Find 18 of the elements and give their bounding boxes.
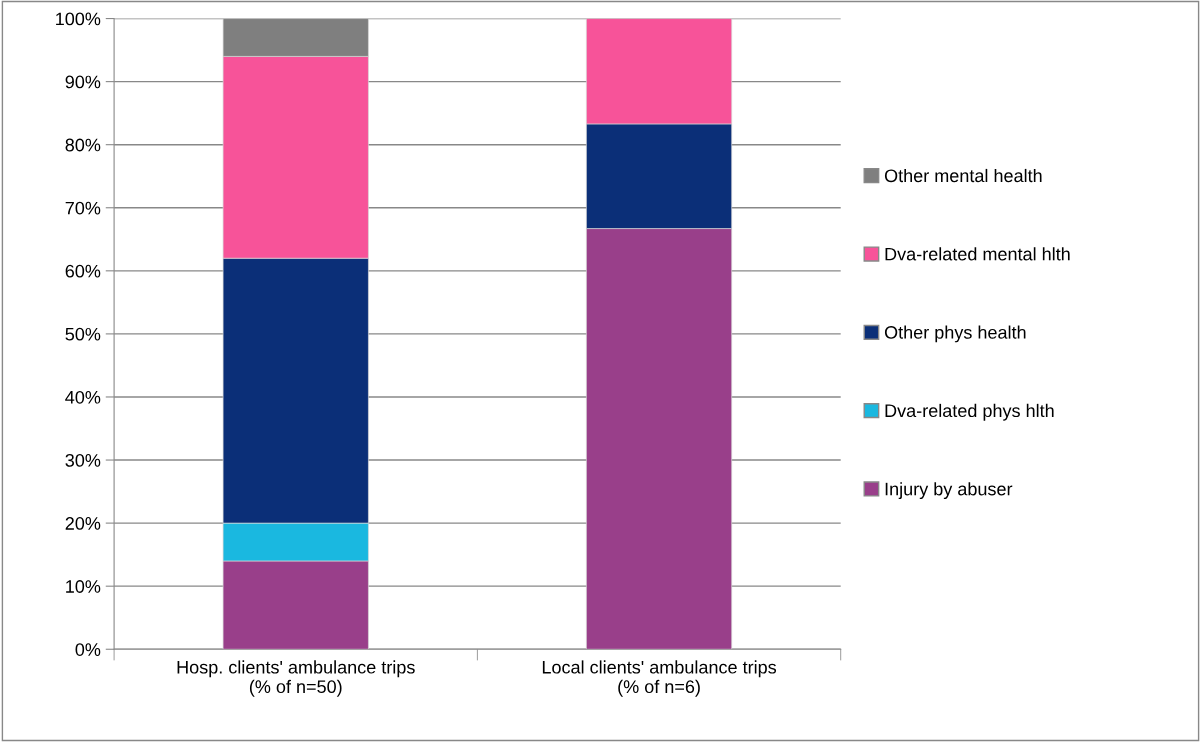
legend-label: Other phys health bbox=[884, 325, 1026, 343]
legend-label: Dva-related mental hlth bbox=[885, 247, 1070, 261]
y-tick-label: 10% bbox=[66, 580, 101, 593]
legend-label: Dva-related phys hlth bbox=[885, 403, 1054, 421]
y-tick-label: 30% bbox=[65, 453, 101, 467]
legend-label: Injury by abuser bbox=[885, 482, 1013, 499]
x-tick-label: Hosp. clients' ambulance trips (% of n=50) bbox=[177, 660, 415, 697]
y-tick-label: 60% bbox=[65, 264, 101, 278]
legend-label: Other mental health bbox=[884, 168, 1042, 183]
y-tick-label: 20% bbox=[65, 517, 101, 530]
y-tick-label: 0% bbox=[75, 643, 101, 656]
y-tick-label: 80% bbox=[65, 138, 101, 152]
y-tick-label: 70% bbox=[65, 201, 101, 215]
x-tick-label: Local clients' ambulance trips (% of n=6) bbox=[542, 660, 777, 697]
y-tick-label: 40% bbox=[65, 390, 101, 404]
y-tick-label: 90% bbox=[65, 75, 101, 89]
y-tick-label: 50% bbox=[65, 327, 101, 341]
y-tick-label: 100% bbox=[56, 12, 101, 26]
